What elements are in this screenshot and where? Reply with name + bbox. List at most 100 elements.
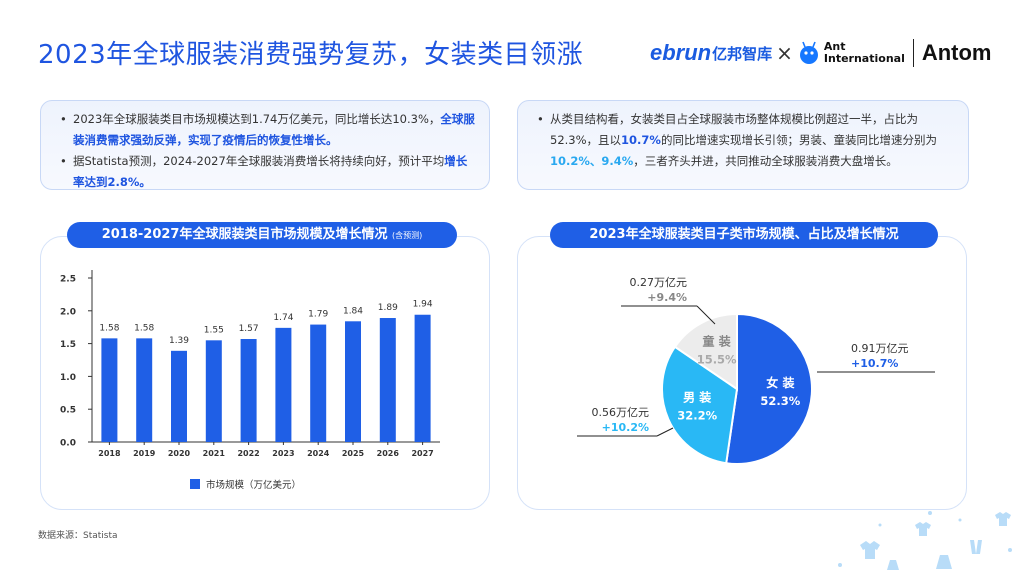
bar-chart-title: 2018-2027年全球服装类目市场规模及增长情况: [101, 227, 388, 242]
bar: [379, 318, 396, 442]
pie-callout-connector: [696, 305, 716, 325]
data-source: 数据来源：Statista: [38, 531, 118, 541]
x-tick-label: 2021: [203, 449, 226, 458]
pie-slice-label: 童 装: [703, 334, 731, 349]
x-tick-label: 2020: [168, 449, 191, 458]
bar-value-label: 1.79: [308, 310, 328, 320]
bar: [310, 324, 327, 442]
dress-icon: [887, 560, 899, 570]
bar-chart-title-note: (含预测): [392, 231, 423, 240]
pie-slice-label: 女 装: [766, 375, 794, 390]
ebrun-logo: ebrun: [650, 40, 712, 65]
x-tick-label: 2019: [133, 449, 156, 458]
bar: [414, 314, 431, 442]
bar-chart-title-pill: 2018-2027年全球服装类目市场规模及增长情况 (含预测): [67, 222, 457, 248]
x-tick-label: 2023: [272, 449, 294, 458]
bullet-highlight: 全球服装消费需求强劲反弹，实现了疫情后的恢复性增长。: [73, 112, 475, 147]
bullet-highlight: 增长率达到2.8%。: [73, 154, 468, 189]
ant-logo-line1: Ant: [823, 40, 846, 53]
pie-callout-value: 0.27万亿元: [630, 276, 688, 289]
pie-chart: 女 装 52.3% 男 装 32.2% 童 装 15.5% 0.91万亿元 +10.7% 0.5…: [577, 276, 935, 465]
pie-slice: [673, 312, 738, 391]
pie-slice-percent: 52.3%: [760, 394, 800, 408]
pants-icon: [970, 540, 982, 554]
bullet-text: 2023年全球服装类目市场规模达到1.74万亿美元，同比增长达10.3%，: [73, 112, 441, 126]
dot-icon: [1008, 548, 1012, 552]
bar: [136, 338, 153, 442]
dress-icon: [936, 555, 952, 569]
pie-callout-value: 0.91万亿元: [851, 342, 909, 355]
bar-value-label: 1.74: [273, 313, 293, 323]
pie-slice-percent: 32.2%: [677, 409, 717, 423]
y-tick-label: 0.5: [60, 406, 76, 416]
pie-callout-growth: +9.4%: [647, 291, 687, 304]
y-tick-label: 2.0: [60, 307, 76, 317]
bar-chart: 0.0 0.5 1.0 1.5 2.0 2.5 1.58 2018 1.58 2019 1.39 20…: [60, 270, 440, 491]
times-sign: ×: [776, 41, 793, 65]
dot-icon: [838, 563, 842, 567]
bar-value-label: 1.58: [99, 323, 119, 333]
summary-box-left: 2023年全球服装类目市场规模达到1.74万亿美元，同比增长达10.3%，全球服…: [40, 100, 490, 190]
pie-callout-growth: +10.2%: [602, 421, 649, 434]
tshirt-icon: [860, 541, 880, 559]
bar-value-label: 1.55: [204, 325, 224, 335]
bullet-item: 从类目结构看，女装类目占全球服装市场整体规模比例超过一半，占比为52.3%，且以…: [537, 109, 954, 172]
bar-value-label: 1.58: [134, 323, 154, 333]
dot-icon: [958, 518, 962, 522]
bullet-text: 据Statista预测，2024-2027年全球服装消费增长将持续向好，预计平均: [73, 154, 445, 168]
dot-icon: [878, 523, 882, 527]
legend-swatch: [190, 479, 200, 489]
summary-box-right: 从类目结构看，女装类目占全球服装市场整体规模比例超过一半，占比为52.3%，且以…: [517, 100, 969, 190]
x-tick-label: 2026: [377, 449, 400, 458]
bullet-item: 2023年全球服装类目市场规模达到1.74万亿美元，同比增长达10.3%，全球服…: [60, 109, 475, 151]
x-tick-label: 2018: [98, 449, 121, 458]
bar: [101, 338, 118, 442]
bullet-highlight: 10.7%: [621, 133, 661, 147]
bullet-item: 据Statista预测，2024-2027年全球服装消费增长将持续向好，预计平均…: [60, 151, 475, 193]
bar-value-label: 1.94: [413, 300, 433, 310]
x-tick-label: 2025: [342, 449, 365, 458]
decorative-clothing-icons: [838, 511, 1012, 570]
page-title: 2023年全球服装消费强势复苏，女装类目领涨: [38, 40, 584, 70]
ant-logo-line2: International: [823, 52, 905, 65]
pie-slice: [725, 312, 813, 465]
bullet-text: ，三者齐头并进，共同推动全球服装消费大盘增长。: [633, 154, 898, 168]
bar-value-label: 1.39: [169, 336, 189, 346]
pie-callout-value: 0.56万亿元: [592, 406, 650, 419]
dot-icon: [928, 511, 932, 515]
pie-callout-connector: [656, 427, 674, 437]
pie-slice-percent: 15.5%: [697, 353, 737, 367]
pie-chart-title: 2023年全球服装类目子类市场规模、占比及增长情况: [589, 227, 899, 242]
bullet-highlight: 10.2%、9.4%: [550, 154, 634, 168]
ant-international-logo: Ant International: [797, 41, 905, 65]
bar: [275, 327, 292, 442]
ant-icon: [799, 41, 818, 64]
tshirt-icon: [995, 512, 1011, 526]
bar-value-label: 1.89: [378, 303, 398, 313]
bar: [171, 350, 187, 442]
legend-label: 市场规模（万亿美元）: [206, 479, 301, 491]
ant-logo-text: Ant International: [824, 41, 905, 65]
bullet-text: 的同比增速实现增长引领；男装、童装同比增速分别为: [660, 133, 937, 147]
pie-slice: [661, 345, 739, 465]
bar: [205, 340, 222, 442]
pie-callout-growth: +10.7%: [851, 357, 898, 370]
bullet-text: 从类目结构看，女装类目占全球服装市场整体规模比例超过一半，占比为52.3%，且以: [550, 112, 918, 147]
pie-chart-title-pill: 2023年全球服装类目子类市场规模、占比及增长情况: [550, 222, 938, 248]
bar: [240, 339, 257, 442]
bar-value-label: 1.84: [343, 306, 363, 316]
x-tick-label: 2024: [307, 449, 330, 458]
logo-group: ebrun 亿邦智库 × Ant International Antom: [650, 36, 992, 70]
y-tick-label: 2.5: [60, 275, 76, 285]
pie-slice-label: 男 装: [683, 390, 711, 405]
y-tick-label: 1.5: [60, 340, 76, 350]
y-tick-label: 1.0: [60, 373, 76, 383]
x-tick-label: 2027: [411, 449, 433, 458]
x-tick-label: 2022: [237, 449, 259, 458]
antom-logo: Antom: [921, 40, 992, 65]
bar: [345, 321, 361, 442]
bar-value-label: 1.57: [239, 324, 259, 334]
y-tick-label: 0.0: [60, 439, 76, 449]
ebrun-logo-cn: 亿邦智库: [712, 44, 773, 63]
logo-divider: [912, 39, 914, 67]
